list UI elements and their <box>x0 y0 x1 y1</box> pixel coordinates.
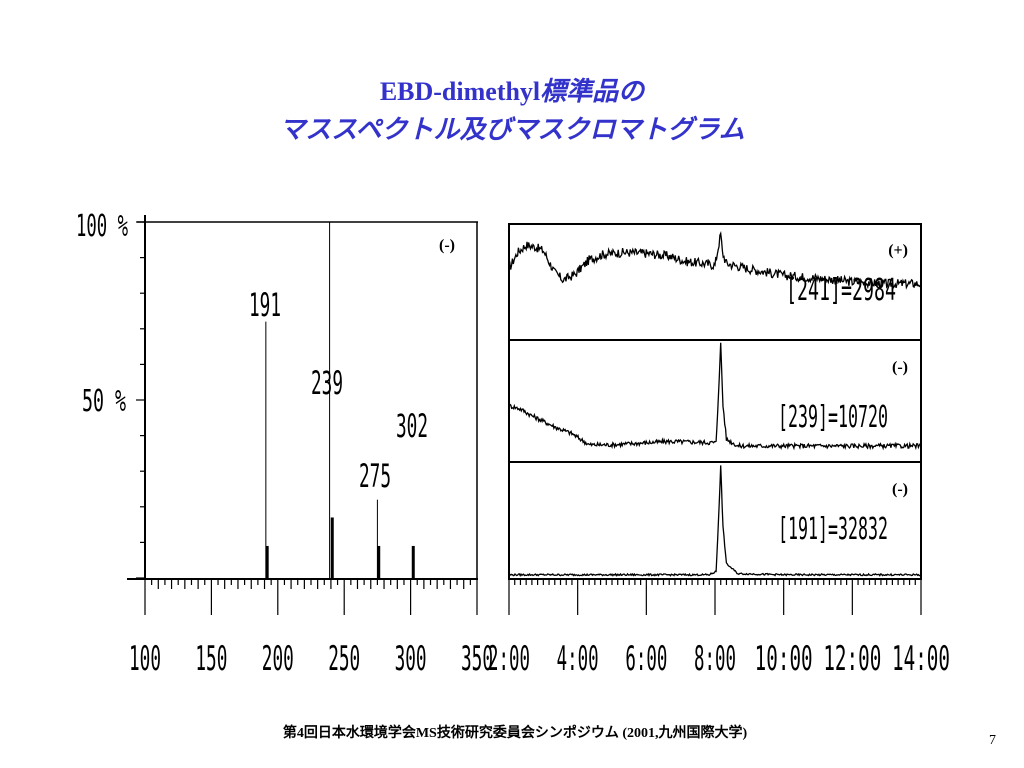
chromatogram-mode-label: (-) <box>892 359 908 376</box>
time-tick-label: 4:00 <box>557 639 599 679</box>
slide-title-line1: EBD-dimethyl標準品の <box>0 76 1024 108</box>
time-tick-label: 14:00 <box>892 639 950 679</box>
x-tick-label: 150 <box>195 639 227 679</box>
time-tick-label: 10:00 <box>755 639 813 679</box>
mass-chromatogram-panel: (+)[241]=2984(-)[239]=10720(-)[191]=3283… <box>488 223 950 679</box>
mass-spectrum-panel: 100 % 50 % 100 150 200 250 300 350 (-) 191 239 2753… <box>76 209 493 679</box>
slide-title-line2: マススペクトル及びマスクロマトグラム <box>279 115 745 144</box>
peak-label: 191 <box>249 286 281 324</box>
chromatogram-mode-label: (-) <box>892 481 908 498</box>
y-tick-label-50: 50 % <box>82 384 126 419</box>
chromatogram-trace <box>508 230 922 290</box>
chromatogram-value-label: [239]=10720 <box>778 400 888 435</box>
x-tick-label: 300 <box>395 639 427 679</box>
page-number: 7 <box>989 733 996 748</box>
y-tick-label-100: 100 % <box>76 209 128 244</box>
x-tick-label: 200 <box>262 639 294 679</box>
chromatogram-mode-label: (+) <box>888 242 908 259</box>
time-tick-label: 6:00 <box>625 639 667 679</box>
peak-label: 239 <box>311 364 343 402</box>
chromatogram-value-label: [191]=32832 <box>778 512 888 547</box>
footer-citation: 第4回日本水環境学会MS技術研究委員会シンポジウム (2001,九州国際大学) <box>282 726 748 741</box>
x-tick-label: 100 <box>129 639 161 679</box>
x-tick-label: 250 <box>328 639 360 679</box>
time-tick-label: 2:00 <box>488 639 530 679</box>
spectrum-mode-label: (-) <box>439 237 455 254</box>
chromatogram-trace <box>508 465 922 577</box>
chromatogram-trace <box>508 342 922 451</box>
peak-label: 275 <box>359 457 391 495</box>
time-tick-label: 12:00 <box>823 639 881 679</box>
chromatogram-value-label: [241]=2984 <box>786 273 896 308</box>
peak-label: 302 <box>396 407 428 445</box>
x-tick-label: 350 <box>461 639 493 679</box>
title-japanese: 標準品の <box>540 77 645 106</box>
time-tick-label: 8:00 <box>694 639 736 679</box>
title-latin: EBD-dimethyl <box>379 77 541 106</box>
